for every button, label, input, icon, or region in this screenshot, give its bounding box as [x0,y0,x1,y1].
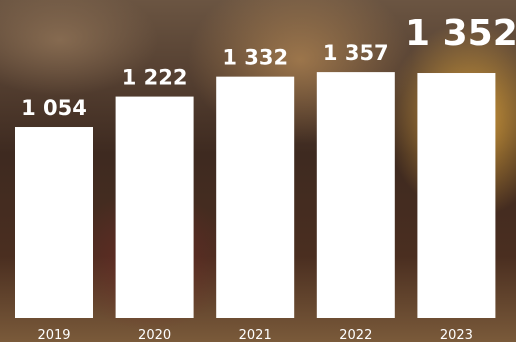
x-tick-label: 2023 [440,328,473,342]
bar [417,73,496,318]
bar [316,72,395,318]
value-label: 1 222 [122,66,188,90]
x-tick-label: 2021 [239,328,272,342]
bar [216,76,295,318]
x-tick-label: 2022 [339,328,372,342]
value-label: 1 332 [222,46,288,70]
x-tick-label: 2020 [138,328,171,342]
value-label: 1 357 [323,41,389,65]
bar [115,96,194,318]
x-tick-label: 2019 [37,328,70,342]
value-label: 1 352 [405,13,516,54]
bar [15,127,93,318]
value-label: 1 054 [21,96,87,120]
